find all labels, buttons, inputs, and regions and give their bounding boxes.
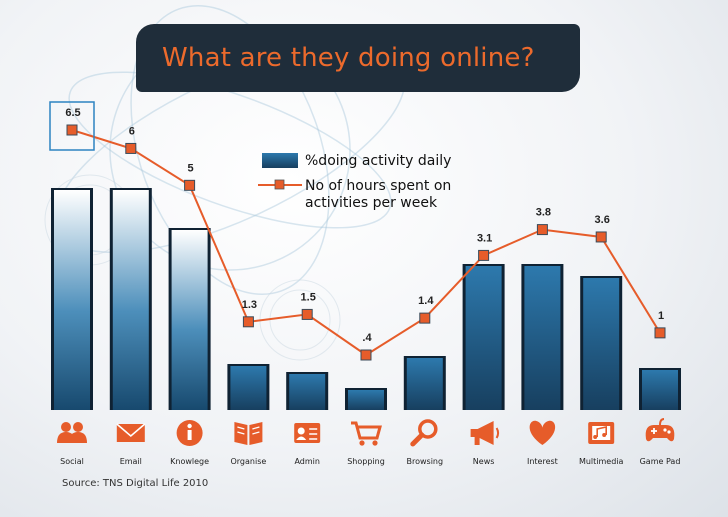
line-point bbox=[654, 327, 666, 339]
bar bbox=[112, 190, 149, 410]
line-point bbox=[125, 142, 137, 154]
bar bbox=[289, 374, 326, 410]
data-label: 1 bbox=[658, 310, 664, 322]
title-banner: What are they doing online? bbox=[136, 24, 580, 92]
bar bbox=[406, 358, 443, 410]
legend-line-label: No of hours spent on activities per week bbox=[305, 178, 456, 211]
category-label: Interest bbox=[527, 457, 558, 466]
data-label: 3.6 bbox=[595, 214, 610, 226]
source-note: Source: TNS Digital Life 2010 bbox=[62, 478, 209, 489]
data-label: 1.5 bbox=[301, 291, 316, 303]
bar bbox=[171, 230, 208, 410]
category-labels: Social Email Knowlege Organise Admin Shopping… bbox=[60, 457, 680, 466]
line-point bbox=[595, 231, 607, 243]
people-icon bbox=[57, 422, 87, 443]
line-point bbox=[360, 349, 372, 361]
chart-title: What are they doing online? bbox=[162, 43, 535, 73]
category-label: Admin bbox=[294, 457, 320, 466]
data-label: 1.3 bbox=[242, 299, 257, 311]
bar bbox=[642, 370, 678, 410]
bar bbox=[230, 366, 267, 410]
category-label: Game Pad bbox=[640, 457, 681, 466]
bar bbox=[465, 266, 502, 410]
book-icon bbox=[234, 422, 263, 445]
heart-icon bbox=[529, 420, 556, 445]
data-labels: 6.5 6 5 1.3 1.5 .4 1.4 3.1 3.8 3.6 1 bbox=[65, 107, 664, 344]
data-label: .4 bbox=[362, 332, 372, 344]
category-label: Multimedia bbox=[579, 457, 624, 466]
magnifier-icon bbox=[410, 419, 438, 447]
id-card-icon bbox=[294, 423, 321, 443]
bar bbox=[348, 390, 384, 410]
category-label: News bbox=[473, 457, 495, 466]
bar bbox=[54, 190, 90, 410]
legend-bar-swatch bbox=[262, 153, 298, 168]
legend-bar-label: %doing activity daily bbox=[305, 153, 451, 169]
legend-line-marker bbox=[274, 179, 285, 190]
category-label: Social bbox=[60, 457, 84, 466]
highlight-box bbox=[49, 101, 95, 151]
data-label: 3.8 bbox=[536, 207, 551, 219]
line-point bbox=[301, 308, 313, 320]
line-point bbox=[536, 224, 548, 236]
data-label: 6.5 bbox=[65, 107, 80, 119]
data-label: 1.4 bbox=[418, 295, 434, 307]
data-label: 6 bbox=[129, 125, 135, 137]
info-icon bbox=[176, 420, 203, 446]
film-music-icon bbox=[588, 422, 615, 444]
bar bbox=[583, 278, 620, 410]
bar-series bbox=[51, 188, 681, 410]
line-series bbox=[49, 101, 666, 361]
line-point bbox=[419, 312, 431, 324]
megaphone-icon bbox=[470, 421, 500, 445]
category-label: Browsing bbox=[407, 457, 444, 466]
bar bbox=[524, 266, 561, 410]
legend: %doing activity daily No of hours spent … bbox=[258, 153, 456, 211]
gamepad-icon bbox=[645, 418, 675, 442]
data-label: 5 bbox=[188, 162, 194, 174]
cart-icon bbox=[351, 421, 382, 446]
category-icons bbox=[57, 418, 675, 447]
line-point bbox=[184, 179, 196, 191]
category-label: Shopping bbox=[347, 457, 385, 466]
envelope-icon bbox=[116, 423, 146, 442]
category-label: Knowlege bbox=[170, 457, 209, 466]
data-label: 3.1 bbox=[477, 232, 492, 244]
line-point bbox=[478, 249, 490, 261]
category-label: Email bbox=[120, 457, 142, 466]
category-label: Organise bbox=[230, 457, 266, 466]
line-point bbox=[242, 316, 254, 328]
line-point bbox=[66, 124, 78, 136]
